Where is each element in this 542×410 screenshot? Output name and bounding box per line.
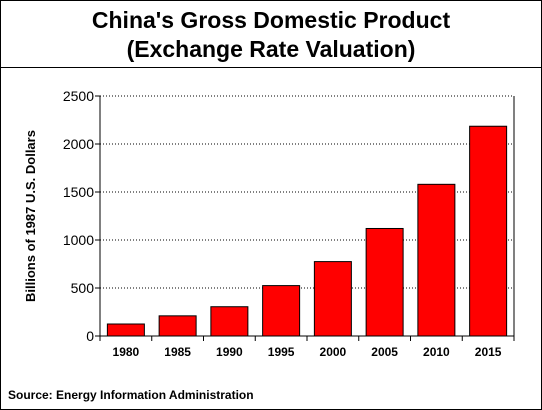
title-line-1: China's Gross Domestic Product [91, 7, 451, 33]
y-tick-label: 2500 [63, 88, 94, 104]
bar-1990 [210, 306, 249, 337]
x-tick-label: 2000 [320, 345, 347, 359]
x-tick-label: 1990 [216, 345, 243, 359]
x-tick-labels: 1980 1985 1990 1995 2000 2005 2010 2015 [113, 345, 502, 359]
x-tick-label: 2015 [475, 345, 502, 359]
bar-2000 [313, 261, 352, 337]
source-note: Source: Energy Information Administratio… [8, 388, 254, 402]
bar-1995 [262, 285, 301, 337]
y-tick-label: 500 [71, 280, 95, 296]
bar-1980 [106, 323, 145, 337]
y-tick-label: 1500 [63, 184, 94, 200]
y-axis-label: Billions of 1987 U.S. Dollars [23, 130, 38, 302]
x-tick-label: 1985 [164, 345, 191, 359]
y-tick-label: 2000 [63, 136, 94, 152]
title-divider [0, 67, 542, 68]
y-tick-label: 0 [86, 328, 94, 344]
x-tick-label: 1980 [113, 345, 140, 359]
y-tick-label: 1000 [63, 232, 94, 248]
x-tick-label: 1995 [268, 345, 295, 359]
x-tick-label: 2005 [371, 345, 398, 359]
bars [106, 125, 508, 337]
title-line-2: (Exchange Rate Valuation) [126, 36, 416, 62]
chart-title: China's Gross Domestic Product (Exchange… [0, 6, 542, 64]
bar-1985 [158, 315, 197, 337]
x-tick-label: 2010 [423, 345, 450, 359]
axes [95, 95, 515, 341]
bar-2010 [417, 183, 456, 337]
y-tick-labels: 0 500 1000 1500 2000 2500 [63, 88, 94, 344]
bar-2005 [365, 227, 404, 337]
bar-2015 [469, 125, 508, 337]
